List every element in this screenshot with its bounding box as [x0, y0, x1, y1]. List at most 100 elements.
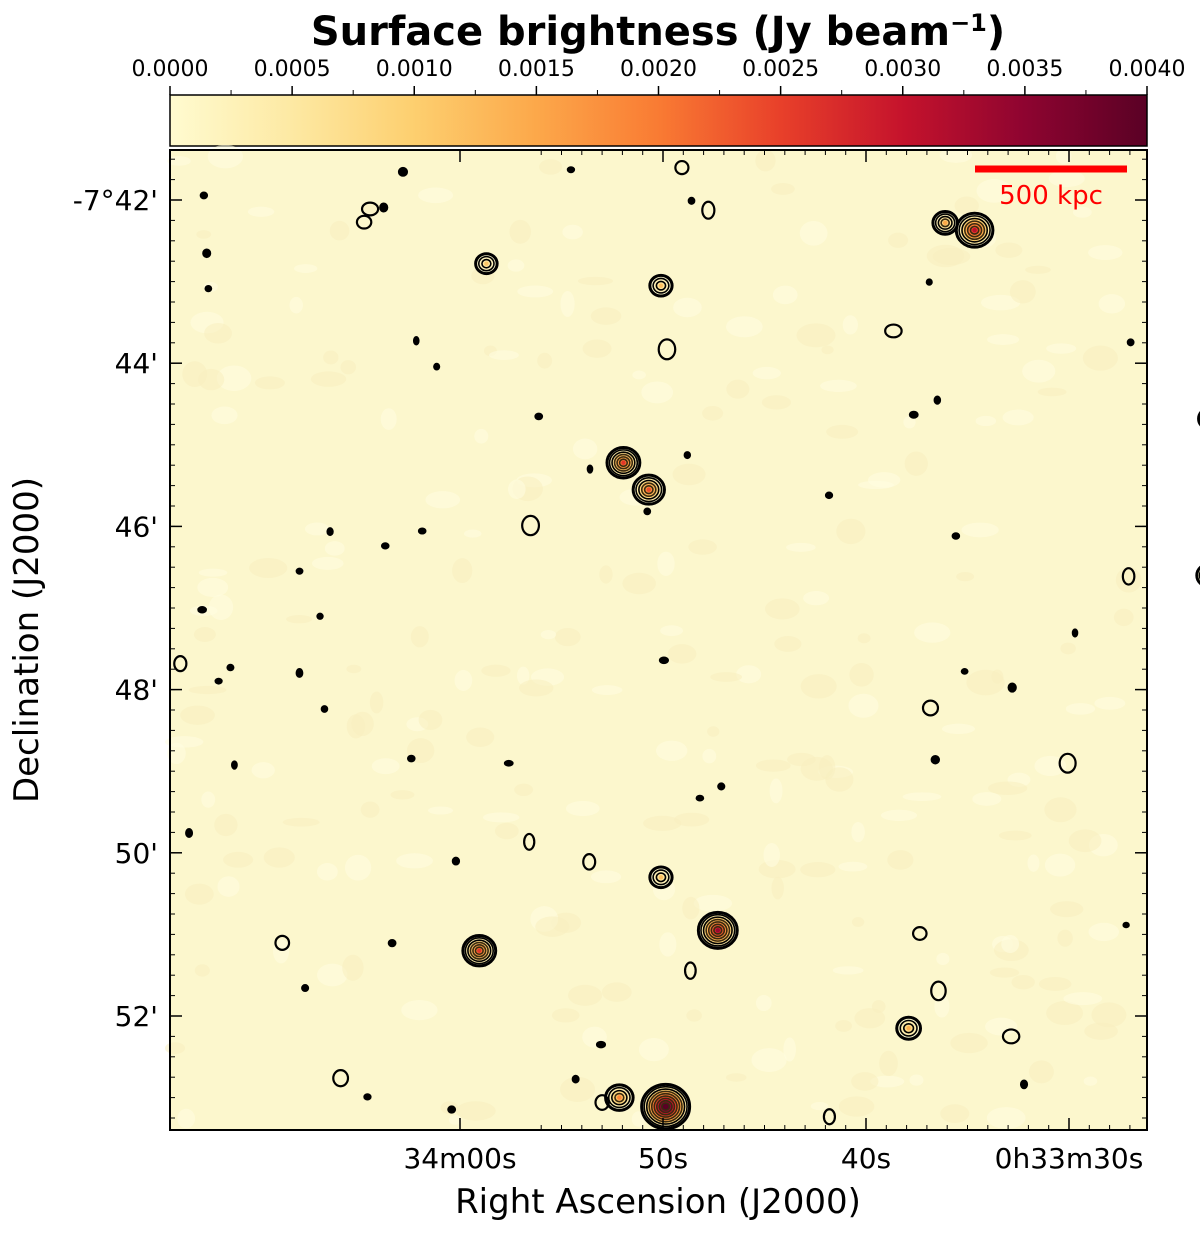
noise-blob [1113, 608, 1134, 627]
noise-blob [667, 644, 697, 664]
noise-blob [201, 791, 216, 808]
noise-blob [577, 276, 614, 286]
noise-blob [1082, 345, 1118, 371]
noise-blob [1115, 567, 1142, 593]
noise-blob [310, 371, 347, 387]
source [640, 1082, 692, 1131]
noise-contour [930, 980, 947, 1002]
map-frame [169, 149, 1148, 1131]
noise-blob [591, 685, 623, 695]
noise-blob [540, 630, 557, 640]
noise-blob [976, 179, 1012, 203]
noise-contour [523, 832, 536, 851]
noise-blob [316, 863, 338, 881]
noise-blob [1083, 1076, 1098, 1086]
noise-contour [534, 412, 544, 421]
noise-blob [799, 220, 828, 246]
noise-blob [599, 565, 613, 584]
source [631, 473, 666, 506]
noise-contour [571, 1074, 580, 1084]
noise-blob [180, 705, 215, 725]
source-contour [1195, 565, 1200, 586]
y-tick-label: 44' [115, 347, 158, 380]
noise-blob [217, 876, 240, 897]
source [604, 1083, 635, 1112]
noise-blob [249, 558, 288, 578]
noise-blob [940, 1104, 970, 1123]
noise-blob [509, 219, 532, 244]
noise-blob [194, 964, 210, 977]
noise-blob [263, 847, 295, 868]
noise-blob [956, 572, 975, 582]
source-peak [621, 460, 626, 465]
source [474, 252, 499, 276]
noise-contour [822, 1108, 837, 1126]
noise-contour [231, 760, 238, 770]
noise-blob [294, 264, 318, 273]
noise-blob [765, 598, 800, 620]
colorbar [169, 94, 1148, 147]
noise-blob [842, 315, 858, 335]
source-peak [646, 487, 651, 492]
noise-blob [1088, 245, 1123, 261]
noise-blob [369, 691, 384, 714]
noise-contour [214, 677, 223, 685]
noise-contour [199, 191, 209, 200]
noise-blob [517, 285, 554, 298]
noise-blob [858, 480, 895, 490]
noise-blob [941, 723, 975, 734]
noise-blob [251, 762, 275, 779]
noise-blob [289, 296, 303, 314]
noise-contour [925, 278, 933, 286]
noise-blob [961, 522, 999, 538]
noise-contour [1126, 338, 1135, 347]
noise-blob [273, 939, 290, 964]
noise-blob [418, 709, 443, 731]
y-tick-label: 52' [115, 1000, 158, 1033]
noise-contour [643, 507, 652, 516]
noise-blob [323, 350, 339, 365]
noise-blob [950, 1032, 988, 1054]
noise-blob [880, 809, 918, 821]
noise-blob [966, 669, 1005, 696]
noise-blob [380, 408, 397, 430]
noise-contour [683, 961, 697, 980]
noise-blob [989, 967, 1020, 978]
noise-blob [346, 664, 362, 674]
noise-contour [503, 759, 514, 767]
noise-blob [489, 350, 519, 360]
noise-blob [726, 316, 763, 338]
source-peak [942, 220, 948, 226]
noise-blob [1022, 359, 1056, 383]
noise-contour [683, 451, 692, 460]
noise-contour [1121, 567, 1136, 586]
noise-blob [803, 591, 830, 606]
colorbar-ticks [169, 86, 1148, 95]
noise-blob [672, 463, 706, 486]
noise-blob [772, 285, 798, 305]
noise-contour [911, 926, 928, 941]
noise-blob [452, 558, 473, 584]
noise-blob [551, 1008, 580, 1023]
noise-blob [936, 952, 950, 966]
noise-blob [1011, 974, 1035, 990]
source [648, 865, 674, 890]
noise-contour [658, 656, 669, 665]
noise-contour [1122, 921, 1130, 929]
noise-blob [514, 783, 534, 797]
noise-blob [324, 541, 345, 556]
map-noise-texture [164, 144, 1142, 1129]
colorbar-title: Surface brightness (Jy beam−1) [311, 9, 1005, 55]
noise-blob [448, 1115, 462, 1125]
noise-contour [687, 196, 696, 205]
noise-blob [167, 156, 191, 166]
noise-blob [329, 220, 350, 241]
noise-blob [582, 339, 612, 358]
noise-blob [1028, 1060, 1054, 1084]
noise-blob [1001, 934, 1020, 954]
noise-blob [390, 790, 415, 800]
noise-blob [177, 1108, 196, 1129]
colorbar-tick-label: 0.0005 [254, 57, 331, 82]
noise-contour [586, 464, 594, 474]
noise-blob [428, 806, 454, 815]
